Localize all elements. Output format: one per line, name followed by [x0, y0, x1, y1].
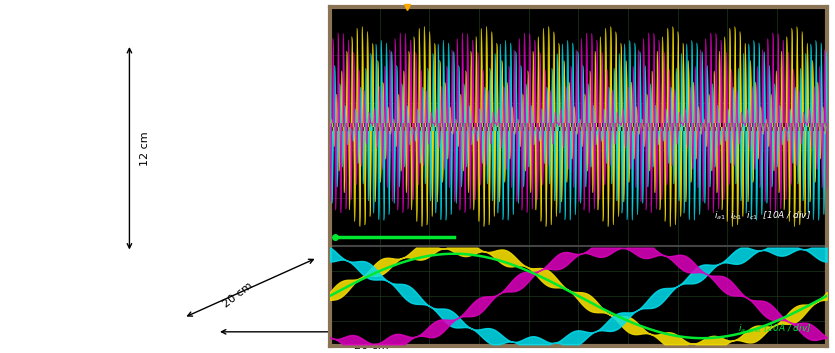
Text: 20 cm: 20 cm — [221, 280, 255, 309]
Text: $i_{a,grid}$ [20$A$ / div]: $i_{a,grid}$ [20$A$ / div] — [738, 323, 812, 336]
Text: 12 cm: 12 cm — [140, 131, 150, 166]
Text: $i_{a1}$  $i_{b1}$  $i_{c1}$  [10$A$ / div]: $i_{a1}$ $i_{b1}$ $i_{c1}$ [10$A$ / div] — [715, 210, 812, 222]
Text: 20 cm: 20 cm — [354, 341, 389, 351]
